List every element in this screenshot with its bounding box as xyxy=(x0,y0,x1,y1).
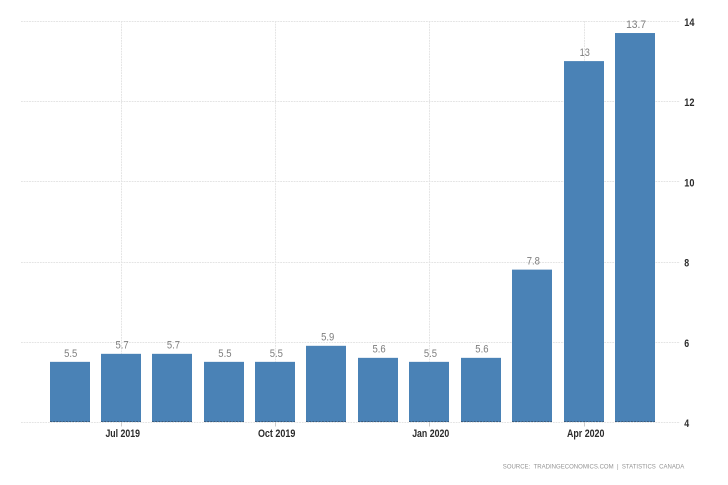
svg-text:6: 6 xyxy=(684,338,689,350)
svg-text:5.5: 5.5 xyxy=(270,348,283,360)
svg-text:5.7: 5.7 xyxy=(116,340,129,352)
svg-text:Apr 2020: Apr 2020 xyxy=(567,428,605,440)
svg-text:5.7: 5.7 xyxy=(167,340,180,352)
svg-text:Jul 2019: Jul 2019 xyxy=(105,428,140,440)
svg-text:Jan 2020: Jan 2020 xyxy=(412,428,449,440)
svg-text:10: 10 xyxy=(684,177,694,189)
svg-text:SOURCE: TRADINGECONOMICS.COM: SOURCE: TRADINGECONOMICS.COM | STATISTIC… xyxy=(503,463,685,470)
svg-text:5.5: 5.5 xyxy=(424,348,437,360)
svg-text:13.7: 13.7 xyxy=(626,19,646,31)
svg-text:5.9: 5.9 xyxy=(321,332,334,344)
svg-text:12: 12 xyxy=(684,97,694,109)
svg-text:4: 4 xyxy=(684,418,690,430)
svg-text:13: 13 xyxy=(580,47,590,59)
svg-text:7.8: 7.8 xyxy=(527,256,540,268)
svg-text:8: 8 xyxy=(684,258,689,270)
svg-text:5.5: 5.5 xyxy=(218,348,231,360)
svg-text:Oct 2019: Oct 2019 xyxy=(258,428,296,440)
svg-text:5.5: 5.5 xyxy=(64,348,77,360)
svg-text:14: 14 xyxy=(684,17,695,29)
svg-text:5.6: 5.6 xyxy=(373,344,386,356)
svg-text:5.6: 5.6 xyxy=(475,344,488,356)
